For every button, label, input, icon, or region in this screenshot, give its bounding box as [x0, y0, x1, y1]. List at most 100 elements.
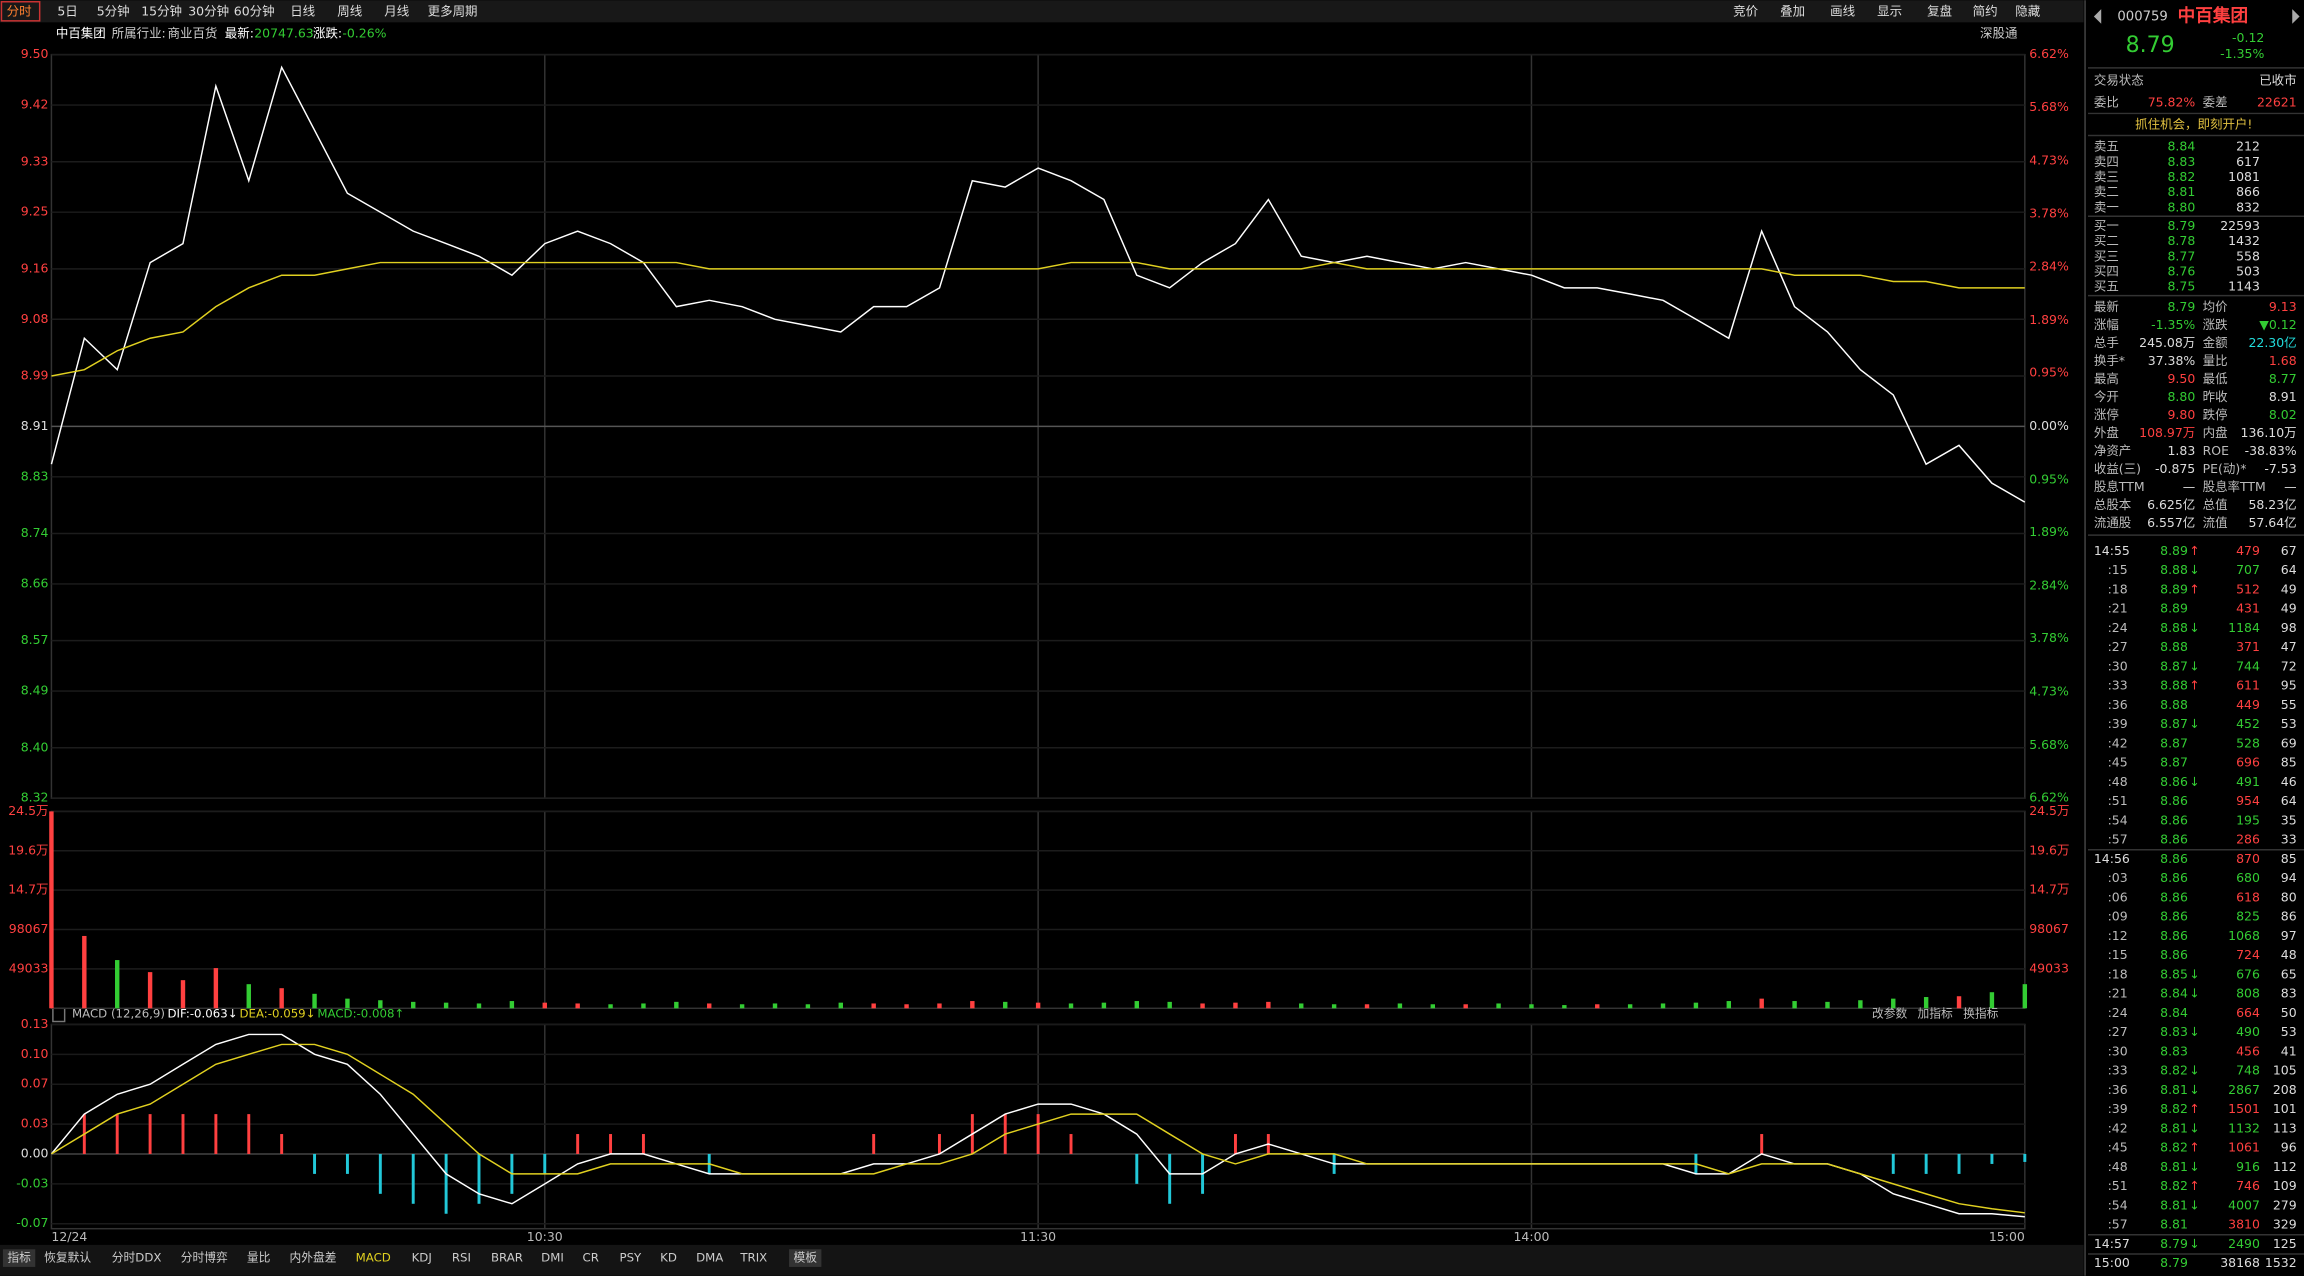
period-tab[interactable]: 30分钟 — [188, 4, 229, 19]
volume-bar — [937, 1003, 942, 1009]
period-tab[interactable]: 5分钟 — [97, 4, 130, 19]
trade-price: 8.89 — [2160, 543, 2188, 558]
tool-button[interactable]: 显示 — [1877, 4, 1902, 19]
trade-volume: 676 — [2236, 966, 2260, 981]
volume-bar — [1364, 1004, 1370, 1009]
period-tab[interactable]: 15分钟 — [141, 4, 182, 19]
tool-button[interactable]: 复盘 — [1927, 4, 1952, 19]
trade-count: 65 — [2281, 966, 2297, 981]
period-tab[interactable]: 5日 — [57, 4, 77, 19]
trade-time: :30 — [2108, 1043, 2128, 1058]
indicator-tab[interactable]: DMI — [541, 1251, 564, 1265]
trade-time: :27 — [2108, 639, 2128, 654]
trade-volume: 1501 — [2228, 1101, 2260, 1116]
next-arrow[interactable] — [2292, 9, 2300, 24]
status-value: 已收市 — [2259, 73, 2296, 88]
period-tab[interactable]: 日线 — [290, 4, 315, 19]
y-tick-label: 8.40 — [21, 739, 49, 754]
indicator-tab[interactable]: 内外盘差 — [289, 1251, 336, 1265]
indicator-tab[interactable]: 分时博弈 — [181, 1251, 228, 1265]
trade-count: 50 — [2281, 1005, 2297, 1020]
tool-button[interactable]: 竞价 — [1733, 4, 1758, 19]
indicator-tab[interactable]: RSI — [452, 1251, 471, 1265]
volume-bar — [1792, 1001, 1797, 1009]
trade-price: 8.81 — [2160, 1217, 2188, 1232]
indicator-action[interactable]: 换指标 — [1963, 1007, 1998, 1021]
indicator-tab[interactable]: TRIX — [739, 1251, 767, 1265]
trade-volume: 1061 — [2228, 1140, 2260, 1155]
book-price: 8.79 — [2167, 218, 2195, 233]
indicator-tab[interactable]: KDJ — [412, 1251, 432, 1265]
y2-tick-label: 2.84% — [2029, 258, 2069, 273]
tool-button[interactable]: 叠加 — [1780, 4, 1805, 19]
trade-arrow: ↑ — [2189, 543, 2199, 558]
y-tick-label: 8.49 — [21, 683, 49, 698]
volume-bar — [213, 968, 219, 1009]
trade-price: 8.88 — [2160, 620, 2188, 635]
stat-value: — — [2284, 479, 2296, 494]
indicator-tab[interactable]: PSY — [620, 1251, 643, 1265]
tab-box — [2, 1249, 36, 1267]
volume-bar — [1726, 1001, 1732, 1009]
trade-price: 8.83 — [2160, 1024, 2188, 1039]
trade-count: 112 — [2273, 1159, 2297, 1174]
indicator-tab[interactable]: BRAR — [491, 1251, 523, 1265]
price-line — [51, 261, 2025, 377]
trade-arrow: ↓ — [2189, 966, 2199, 981]
period-tab[interactable]: 月线 — [384, 4, 409, 19]
y-tick-label: 19.6万 — [8, 842, 48, 857]
trade-count: 48 — [2281, 947, 2297, 962]
trade-volume: 696 — [2236, 755, 2260, 770]
volume-bar — [904, 1004, 909, 1009]
prev-arrow[interactable] — [2093, 9, 2102, 24]
stat-label: 流值 — [2203, 515, 2228, 530]
volume-bar — [1660, 1003, 1666, 1009]
indicator-tab[interactable]: KD — [660, 1251, 677, 1265]
stat-label: 收益(三) — [2094, 461, 2141, 476]
indicator-tab[interactable]: 分时DDX — [112, 1251, 162, 1265]
period-tab[interactable]: 周线 — [337, 4, 362, 19]
stat-value: 1.68 — [2269, 353, 2297, 368]
stat-label: 股息率TTM — [2203, 479, 2266, 494]
trade-time: 15:00 — [2094, 1255, 2130, 1270]
period-tab[interactable]: 更多周期 — [428, 4, 478, 19]
indicator-tab[interactable]: 恢复默认 — [44, 1251, 91, 1265]
indicator-tab[interactable]: 模板 — [793, 1251, 817, 1265]
stat-label: 最新 — [2094, 299, 2119, 314]
info-text: 涨跌: — [313, 26, 342, 41]
trade-arrow: ↓ — [2189, 1120, 2199, 1135]
trade-count: 95 — [2281, 678, 2297, 693]
trade-count: 53 — [2281, 716, 2297, 731]
stat-label: 均价 — [2203, 299, 2228, 314]
y-tick-label: 49033 — [9, 960, 49, 975]
trade-price: 8.86 — [2160, 774, 2188, 789]
y-tick-label: 9.33 — [21, 153, 49, 168]
trade-count: 53 — [2281, 1024, 2297, 1039]
promo-link[interactable]: 抓住机会，即刻开户! — [2135, 117, 2252, 132]
x-tick-label: 14:00 — [1514, 1229, 1550, 1244]
trade-price: 8.82 — [2160, 1063, 2188, 1078]
y-tick-label: 0.13 — [21, 1016, 49, 1031]
indicator-tab[interactable]: DMA — [696, 1251, 723, 1265]
volume-bar — [1693, 1002, 1699, 1009]
indicator-action[interactable]: 加指标 — [1918, 1007, 1953, 1021]
stat-label: 今开 — [2094, 389, 2119, 404]
period-tab[interactable]: 60分钟 — [234, 4, 275, 19]
indicator-tab[interactable]: MACD — [356, 1251, 391, 1265]
tool-button[interactable]: 画线 — [1830, 4, 1855, 19]
period-tab[interactable]: 分时 — [7, 4, 32, 19]
y2-tick-label: 0.95% — [2029, 471, 2069, 486]
indicator-tab[interactable]: CR — [583, 1251, 599, 1265]
stat-label: PE(动)* — [2203, 461, 2247, 476]
tool-button[interactable]: 隐藏 — [2015, 4, 2040, 19]
indicator-action[interactable]: 改参数 — [1872, 1007, 1907, 1021]
book-price: 8.82 — [2167, 169, 2195, 184]
y2-tick-label: 1.89% — [2029, 524, 2069, 539]
indicator-tab[interactable]: 量比 — [247, 1251, 271, 1265]
trade-count: 1532 — [2265, 1255, 2297, 1270]
y2-tick-label: 4.73% — [2029, 684, 2069, 699]
trade-time: :24 — [2108, 620, 2128, 635]
tool-button[interactable]: 简约 — [1973, 4, 1998, 19]
trade-arrow: ↑ — [2189, 1101, 2199, 1116]
indicator-tab[interactable]: 指标 — [7, 1251, 31, 1265]
